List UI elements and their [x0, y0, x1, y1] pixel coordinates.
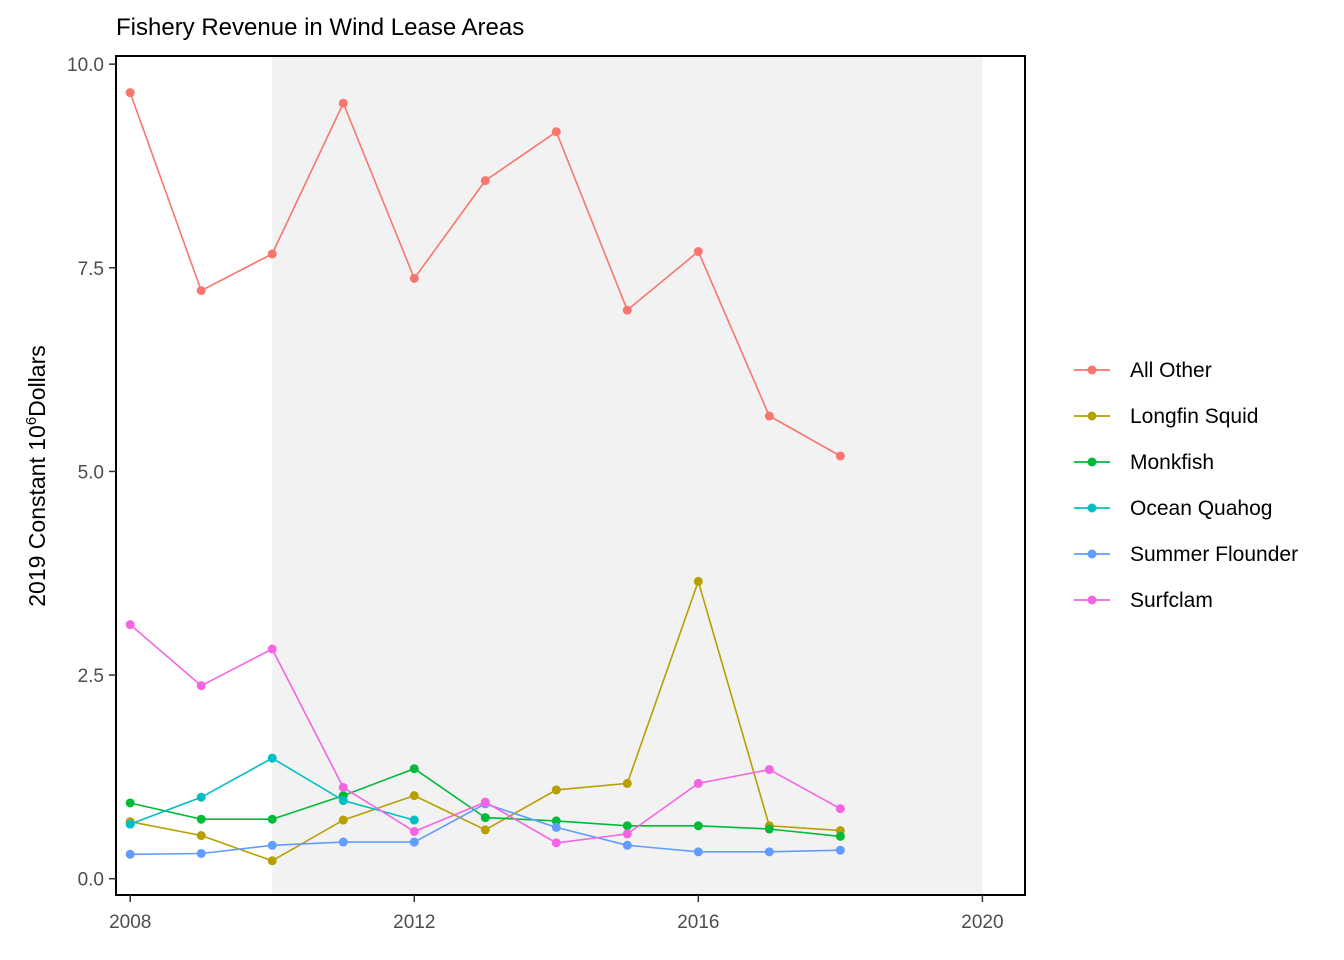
series-monkfish	[125, 764, 845, 841]
data-point-monkfish	[196, 814, 206, 824]
legend-label: Ocean Quahog	[1130, 497, 1272, 520]
data-point-surfclam	[551, 838, 561, 848]
y-axis-title: 2019 Constant 106Dollars	[23, 345, 50, 607]
data-point-monkfish	[125, 798, 135, 808]
data-point-summer-flounder	[409, 837, 419, 847]
data-point-longfin-squid	[480, 825, 490, 835]
data-point-all-other	[480, 176, 490, 186]
data-point-summer-flounder	[267, 840, 277, 850]
data-point-all-other	[338, 98, 348, 108]
legend-key-point	[1087, 365, 1097, 375]
data-point-monkfish	[267, 814, 277, 824]
legend-item-ocean-quahog: Ocean Quahog	[1074, 497, 1272, 520]
y-axis-title-main: 2019 Constant 10	[24, 425, 50, 607]
y-tick-label: 5.0	[78, 462, 104, 483]
y-tick-label: 10.0	[67, 55, 104, 76]
x-tick-label: 2012	[393, 912, 435, 933]
data-point-all-other	[267, 249, 277, 259]
data-point-monkfish	[409, 764, 419, 774]
data-point-surfclam	[409, 826, 419, 836]
legend-key-point	[1087, 503, 1097, 513]
x-tick-label: 2020	[961, 912, 1003, 933]
data-point-surfclam	[622, 829, 632, 839]
series-all-other	[125, 88, 845, 461]
legend-label: Summer Flounder	[1130, 543, 1298, 566]
data-point-ocean-quahog	[267, 753, 277, 763]
data-point-surfclam	[835, 804, 845, 814]
data-point-all-other	[693, 246, 703, 256]
legend-label: Monkfish	[1130, 451, 1214, 474]
panel-border	[115, 55, 1026, 896]
series-layer	[125, 88, 845, 866]
y-tick-label: 0.0	[78, 870, 104, 891]
y-tick-label: 7.5	[78, 259, 104, 280]
chart-title: Fishery Revenue in Wind Lease Areas	[116, 14, 524, 41]
data-point-summer-flounder	[835, 845, 845, 855]
data-point-all-other	[835, 451, 845, 461]
y-axis-title-tail: Dollars	[24, 345, 50, 417]
legend-key-point	[1087, 549, 1097, 559]
data-point-longfin-squid	[267, 856, 277, 866]
data-point-monkfish	[764, 824, 774, 834]
data-point-surfclam	[196, 681, 206, 691]
data-point-all-other	[622, 305, 632, 315]
data-point-surfclam	[480, 797, 490, 807]
y-axis-title-superscript: 6	[23, 417, 40, 425]
legend-label: Longfin Squid	[1130, 405, 1258, 428]
data-point-surfclam	[338, 782, 348, 792]
data-point-surfclam	[267, 644, 277, 654]
legend-key-point	[1087, 595, 1097, 605]
data-point-monkfish	[835, 831, 845, 841]
y-tick-label: 2.5	[78, 666, 104, 687]
series-ocean-quahog	[125, 753, 419, 829]
data-point-monkfish	[551, 816, 561, 826]
data-point-summer-flounder	[338, 837, 348, 847]
data-point-longfin-squid	[338, 815, 348, 825]
data-point-all-other	[764, 411, 774, 421]
data-point-monkfish	[622, 821, 632, 831]
data-point-longfin-squid	[196, 831, 206, 841]
legend-label: Surfclam	[1130, 589, 1213, 612]
data-point-summer-flounder	[196, 848, 206, 858]
plot-panel	[272, 56, 983, 895]
data-point-longfin-squid	[551, 785, 561, 795]
data-point-longfin-squid	[693, 576, 703, 586]
data-point-ocean-quahog	[196, 792, 206, 802]
legend-item-monkfish: Monkfish	[1074, 451, 1214, 474]
data-point-summer-flounder	[551, 822, 561, 832]
x-tick-label: 2008	[109, 912, 151, 933]
data-point-summer-flounder	[622, 840, 632, 850]
data-point-monkfish	[693, 821, 703, 831]
legend-item-longfin-squid: Longfin Squid	[1074, 405, 1258, 428]
legend-item-all-other: All Other	[1074, 359, 1212, 382]
data-point-monkfish	[480, 813, 490, 823]
data-point-summer-flounder	[125, 849, 135, 859]
legend-label: All Other	[1130, 359, 1212, 382]
legend-item-surfclam: Surfclam	[1074, 589, 1213, 612]
data-point-all-other	[409, 273, 419, 283]
y-axis: 0.0 2.5 5.0 7.5 10.0	[67, 55, 116, 891]
data-point-all-other	[125, 88, 135, 98]
data-point-longfin-squid	[622, 778, 632, 788]
data-point-ocean-quahog	[338, 796, 348, 806]
series-surfclam	[125, 620, 845, 848]
x-axis: 2008 2012 2016 2020	[109, 895, 1004, 933]
data-point-ocean-quahog	[409, 815, 419, 825]
data-point-summer-flounder	[693, 847, 703, 857]
data-point-surfclam	[125, 620, 135, 630]
data-point-ocean-quahog	[125, 819, 135, 829]
legend-key-point	[1087, 411, 1097, 421]
legend-key-point	[1087, 457, 1097, 467]
data-point-surfclam	[764, 765, 774, 775]
data-point-all-other	[196, 286, 206, 296]
data-point-all-other	[551, 127, 561, 137]
data-point-surfclam	[693, 778, 703, 788]
legend: All Other Longfin Squid Monkfish Ocean Quah…	[1074, 359, 1298, 612]
shaded-region	[272, 56, 983, 895]
legend-item-summer-flounder: Summer Flounder	[1074, 543, 1298, 566]
data-point-summer-flounder	[764, 847, 774, 857]
data-point-longfin-squid	[409, 791, 419, 801]
x-tick-label: 2016	[677, 912, 719, 933]
